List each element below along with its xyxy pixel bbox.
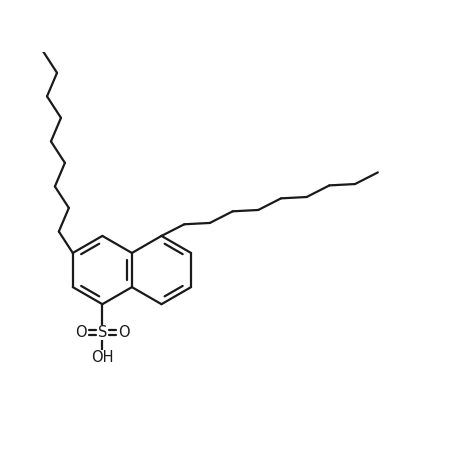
Text: OH: OH	[91, 350, 113, 365]
Text: S: S	[97, 325, 107, 340]
Text: O: O	[117, 325, 129, 340]
Text: O: O	[75, 325, 86, 340]
